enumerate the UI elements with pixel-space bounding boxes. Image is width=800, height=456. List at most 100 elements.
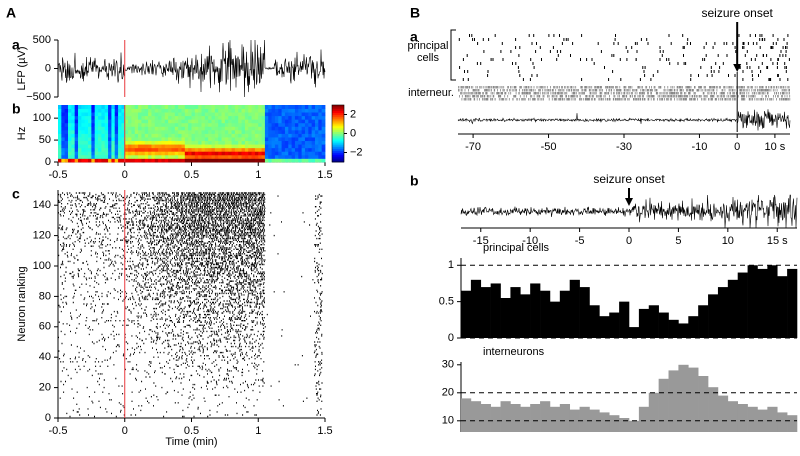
spectrogram-cell (61, 151, 66, 156)
spectrogram-cell (94, 137, 99, 142)
spectrogram-cell (258, 140, 262, 145)
spectrogram-cell (91, 112, 96, 117)
spectrogram-cell (251, 122, 256, 127)
spectrogram-cell (241, 133, 246, 138)
spectrogram-cell (134, 126, 139, 131)
colorbar-cell (332, 129, 344, 132)
spectrogram-cell (108, 115, 112, 120)
spectrogram-cell (178, 119, 182, 124)
spectrogram-cell (318, 154, 323, 159)
spectrogram-cell (214, 158, 219, 163)
spectrogram-cell (78, 140, 82, 145)
spectrogram-cell (78, 151, 82, 156)
spectrogram-cell (268, 147, 272, 152)
spectrogram-cell (321, 158, 326, 163)
spectrogram-cell (191, 158, 196, 163)
spectrogram-cell (261, 154, 266, 159)
spectrogram-cell (138, 144, 142, 149)
spectrogram-cell (211, 151, 216, 156)
spectrogram-cell (248, 105, 252, 109)
spectrogram-cell (294, 147, 299, 152)
histogram-bar (777, 412, 788, 432)
spectrogram-cell (321, 126, 326, 131)
spectrogram-cell (268, 126, 272, 131)
spectrogram-cell (238, 133, 242, 138)
spectrogram-cell (104, 126, 109, 131)
spectrogram-cell (101, 105, 106, 109)
spectrogram-cell (141, 147, 146, 152)
spectrogram-cell (174, 129, 179, 134)
spectrogram-cell (134, 112, 139, 117)
spectrogram-cell (298, 144, 303, 149)
spectrogram-cell (148, 108, 152, 113)
panel-label: A (6, 5, 16, 21)
spectrogram-cell (228, 158, 232, 163)
spectrogram-cell (91, 144, 96, 149)
spectrogram-cell (304, 119, 309, 124)
spectrogram-cell (208, 151, 212, 156)
spectrogram-cell (178, 108, 182, 113)
spectrogram-cell (124, 147, 129, 152)
spectrogram-cell (131, 115, 136, 120)
spectrogram-cell (244, 126, 249, 131)
spectrogram-cell (268, 108, 272, 113)
spectrogram-cell (138, 129, 142, 134)
spectrogram-cell (161, 115, 166, 120)
spectrogram-cell (274, 137, 279, 142)
spectrogram-cell (61, 126, 66, 131)
spectrogram-cell (164, 151, 169, 156)
spectrogram-cell (84, 147, 89, 152)
histogram-bar (747, 265, 758, 338)
spectrogram-cell (91, 137, 96, 142)
spectrogram-cell (124, 133, 129, 138)
histogram-bar (648, 392, 659, 432)
spectrogram-cell (124, 112, 129, 117)
spectrogram-cell (321, 119, 326, 124)
spectrogram-cell (194, 144, 199, 149)
spectrogram-cell (238, 147, 242, 152)
spectrogram-cell (274, 158, 279, 163)
spectrogram-cell (204, 151, 209, 156)
spectrogram-cell (248, 140, 252, 145)
spectrogram-cell (218, 126, 222, 131)
spectrogram-cell (261, 126, 266, 131)
spectrogram-cell (248, 137, 252, 142)
spectrogram-cell (61, 129, 66, 134)
y-tick-label: −500 (26, 91, 51, 103)
spectrogram-cell (224, 129, 229, 134)
spectrogram-cell (214, 105, 219, 109)
spectrogram-cell (171, 158, 176, 163)
spectrogram-cell (84, 115, 89, 120)
spectrogram-cell (84, 112, 89, 117)
spectrogram-cell (298, 115, 303, 120)
spectrogram-cell (111, 108, 116, 113)
spectrogram-cell (251, 158, 256, 163)
spectrogram-cell (264, 154, 269, 159)
spectrogram-cell (64, 105, 69, 109)
spectrogram-cell (81, 133, 86, 138)
spectrogram-cell (138, 158, 142, 163)
spectrogram-cell (71, 115, 76, 120)
spectrogram-cell (201, 137, 206, 142)
spectrogram-cell (294, 144, 299, 149)
spectrogram-cell (84, 144, 89, 149)
spectrogram-cell (111, 147, 116, 152)
spectrogram-cell (121, 129, 126, 134)
x-tick-label: 0.5 (184, 169, 199, 181)
spectrogram-cell (321, 140, 326, 145)
spectrogram-cell (248, 108, 252, 113)
spectrogram-cell (224, 126, 229, 131)
spectrogram-cell (71, 137, 76, 142)
spectrogram-cell (114, 126, 119, 131)
spectrogram-cell (214, 129, 219, 134)
spectrogram-cell (224, 133, 229, 138)
spectrogram-cell (281, 105, 286, 109)
spectrogram-cell (281, 154, 286, 159)
colorbar-cell (332, 131, 344, 134)
spectrogram-cell (161, 133, 166, 138)
spectrogram-cell (244, 105, 249, 109)
spectrogram-cell (111, 158, 116, 163)
spectrogram-cell (154, 126, 159, 131)
spectrogram-cell (88, 119, 92, 124)
colorbar-cell (332, 146, 344, 150)
